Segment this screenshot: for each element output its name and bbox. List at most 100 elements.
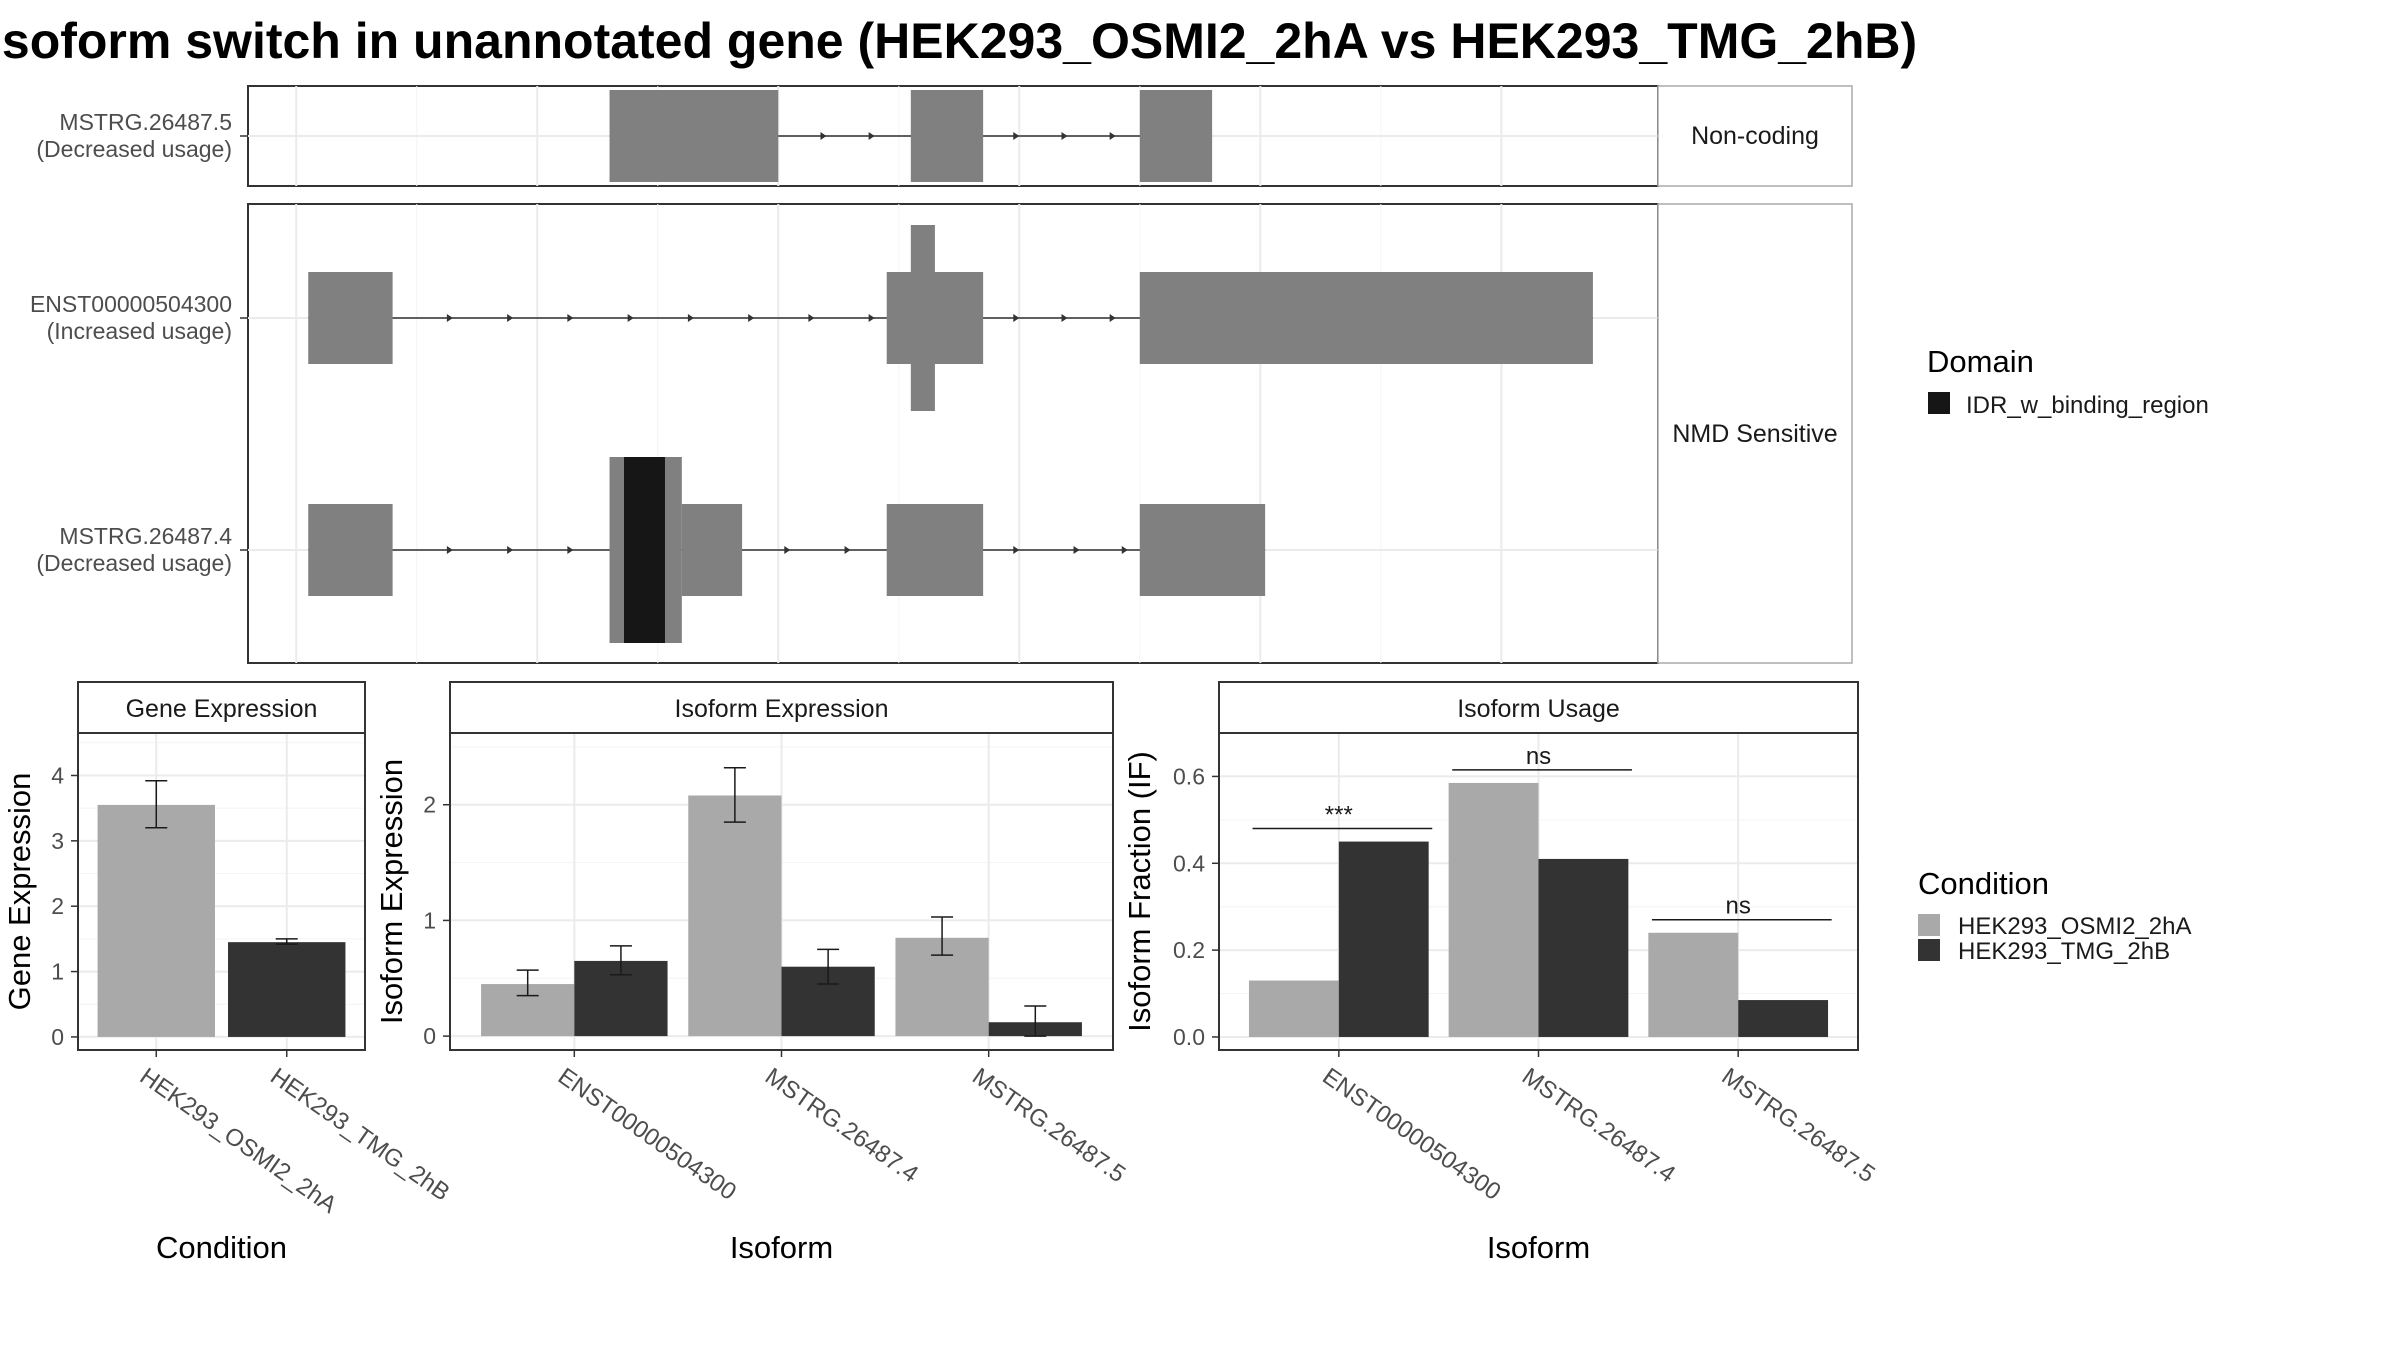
exon (886, 504, 984, 596)
transcript-mstrg-26487-5-id: MSTRG.26487.5 (59, 109, 232, 135)
panel-strip (1218, 681, 1859, 734)
y-tick-label: 0 (423, 1023, 436, 1049)
intron-arrow (507, 314, 514, 322)
exon (1139, 272, 1593, 364)
strip-label-nmd: NMD Sensitive (1672, 420, 1837, 448)
condition-legend-item-a: HEK293_OSMI2_2hA (1958, 913, 2191, 940)
y-tick-label: 2 (51, 893, 64, 919)
exon (308, 272, 393, 364)
x-axis-title: Isoform (1487, 1230, 1590, 1265)
intron-arrow (627, 314, 634, 322)
intron-arrow (748, 314, 755, 322)
intron-arrow (808, 314, 815, 322)
significance-label: *** (1325, 802, 1353, 829)
intron-arrow (868, 314, 875, 322)
significance-label: ns (1726, 893, 1751, 920)
intron-arrow (1121, 546, 1128, 554)
exon (609, 90, 779, 182)
bar-mstrg-26487-4-hek293-tmg-2hb (1538, 858, 1629, 1037)
intron-arrow (567, 546, 574, 554)
exon (910, 225, 935, 411)
intron-arrow (1073, 546, 1080, 554)
bar-enst00000504300-hek293-osmi2-2ha (1248, 980, 1339, 1037)
y-tick-label: 4 (51, 762, 64, 788)
transcript-enst00000504300-usage: (Increased usage) (47, 318, 232, 344)
isoform-usage-panel: 0.0 0.2 0.4 0.6 ENST00000504300 MSTRG.26487.4… (1122, 681, 1880, 1265)
panel-title: Isoform Expression (675, 695, 889, 723)
y-tick-label: 0.4 (1173, 850, 1205, 876)
bar-mstrg-26487-4-hek293-osmi2-2ha (1448, 782, 1539, 1037)
strip-noncoding (1657, 85, 1853, 187)
transcript-labels: MSTRG.26487.5(Decreased usage)ENST000005… (30, 109, 232, 576)
x-tick-label-enst00000504300: ENST00000504300 (1317, 1063, 1505, 1206)
domain-legend-key (1928, 392, 1950, 414)
x-tick-label-mstrg-26487-5: MSTRG.26487.5 (967, 1063, 1130, 1188)
transcript-y-ticks (240, 135, 248, 551)
transcript-enst00000504300-id: ENST00000504300 (30, 291, 232, 317)
domain-legend-title: Domain (1927, 344, 2034, 379)
transcript-mstrg-26487-4-track (308, 457, 1266, 643)
intron-arrow (687, 314, 694, 322)
domain-idr-w-binding-region (624, 457, 665, 643)
intron-arrow (507, 546, 514, 554)
exon (886, 272, 984, 364)
exon (308, 504, 393, 596)
exon (681, 504, 743, 596)
bar-mstrg-26487-4-hek293-osmi2-2ha (688, 795, 782, 1037)
y-tick-label: 0.2 (1173, 937, 1205, 963)
condition-legend-item-b: HEK293_TMG_2hB (1958, 938, 2170, 965)
condition-legend-key-a (1918, 914, 1940, 936)
y-tick-label: 3 (51, 828, 64, 854)
exon (1139, 90, 1213, 182)
condition-legend-title: Condition (1918, 866, 2049, 901)
y-axis-title: Isoform Fraction (IF) (1122, 751, 1157, 1032)
strip-nmd (1657, 203, 1853, 664)
y-axis-title: Gene Expression (2, 773, 37, 1011)
significance-label: ns (1526, 743, 1551, 770)
panel-title: Isoform Usage (1457, 695, 1620, 723)
transcript-mstrg-26487-4-usage: (Decreased usage) (36, 550, 232, 576)
bar-hek293-osmi2-2ha (97, 804, 215, 1037)
y-tick-label: 0.6 (1173, 763, 1205, 789)
y-tick-label: 0.0 (1173, 1024, 1205, 1050)
bar-hek293-tmg-2hb (228, 942, 346, 1037)
bar-enst00000504300-hek293-tmg-2hb (1338, 841, 1429, 1037)
y-tick-label: 2 (423, 792, 436, 818)
condition-legend-key-b (1918, 939, 1940, 961)
panel-strip (449, 681, 1114, 734)
transcript-tracks (308, 90, 1593, 643)
transcript-mstrg-26487-5-track (609, 90, 1213, 182)
intron-arrow (567, 314, 574, 322)
intron-arrow (1061, 314, 1068, 322)
y-tick-label: 0 (51, 1024, 64, 1050)
intron-arrow (1013, 314, 1020, 322)
intron-arrow (1013, 546, 1020, 554)
intron-arrow (784, 546, 791, 554)
domain-legend: Domain IDR_w_binding_region (1927, 344, 2209, 419)
domain-legend-item: IDR_w_binding_region (1966, 392, 2209, 419)
transcript-mstrg-26487-5-usage: (Decreased usage) (36, 136, 232, 162)
isoform-expression-panel: 0 1 2 ENST00000504300 MSTRG.26487.4 MSTRG.264… (374, 681, 1130, 1265)
exon (910, 90, 984, 182)
intron-arrow (1109, 314, 1116, 322)
bar-mstrg-26487-5-hek293-osmi2-2ha (1648, 932, 1739, 1037)
figure-title: Isoform switch in unannotated gene (HEK2… (0, 13, 1917, 69)
y-tick-label: 1 (51, 959, 64, 985)
intron-arrow (446, 546, 453, 554)
x-axis-title: Condition (156, 1230, 287, 1265)
x-tick-label-mstrg-26487-4: MSTRG.26487.4 (760, 1063, 923, 1188)
intron-arrow (868, 132, 875, 140)
transcript-mstrg-26487-4-id: MSTRG.26487.4 (59, 523, 232, 549)
intron-arrow (1109, 132, 1116, 140)
y-tick-label: 1 (423, 907, 436, 933)
intron-arrow (820, 132, 827, 140)
panel-strip (77, 681, 366, 734)
condition-legend: Condition HEK293_OSMI2_2hA HEK293_TMG_2h… (1918, 866, 2191, 965)
exon (1139, 504, 1266, 596)
transcript-enst00000504300-track (308, 225, 1593, 411)
x-tick-label-mstrg-26487-4: MSTRG.26487.4 (1517, 1063, 1680, 1188)
intron-arrow (1013, 132, 1020, 140)
x-tick-label-enst00000504300: ENST00000504300 (553, 1063, 741, 1206)
intron-arrow (446, 314, 453, 322)
